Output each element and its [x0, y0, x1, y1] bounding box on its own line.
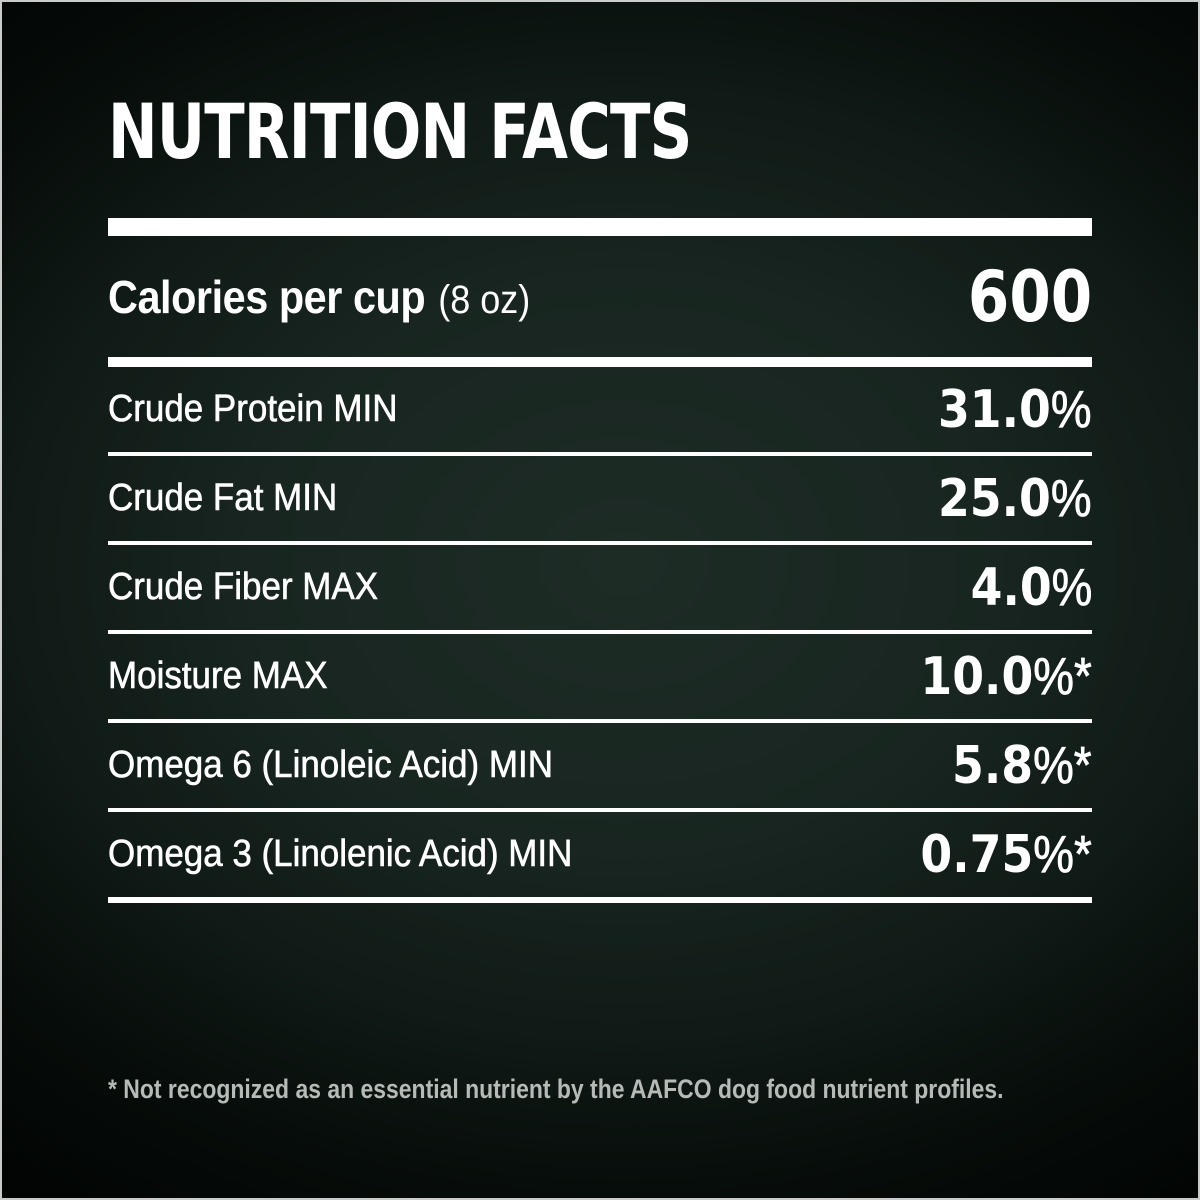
- nutrient-value-unit: %: [1051, 469, 1092, 528]
- nutrient-value: 10.0%*: [920, 646, 1093, 707]
- nutrient-value-unit: %*: [1033, 825, 1092, 884]
- nutrient-value-number: 4.0: [970, 557, 1052, 618]
- nutrient-value-number: 5.8: [952, 735, 1034, 796]
- page-title-text: NUTRITION FACTS: [108, 87, 692, 176]
- nutrient-value-unit: %: [1051, 380, 1092, 439]
- row-divider: [108, 808, 1092, 812]
- nutrient-value-unit: %: [1051, 558, 1092, 617]
- row-divider: [108, 719, 1092, 723]
- label-content: NUTRITION FACTS Calories per cup (8 oz) …: [0, 94, 1200, 1105]
- nutrient-value: 25.0%: [938, 469, 1092, 529]
- nutrient-value-number: 31.0: [938, 379, 1052, 440]
- page-title: NUTRITION FACTS: [108, 94, 1092, 170]
- divider-title: [108, 218, 1092, 236]
- nutrient-value: 4.0%: [970, 558, 1092, 618]
- aafco-footnote: * Not recognized as an essential nutrien…: [108, 1073, 1092, 1105]
- row-divider: [108, 630, 1092, 634]
- row-divider: [108, 541, 1092, 545]
- nutrient-value-unit: %*: [1033, 736, 1092, 795]
- nutrient-row-omega-6: Omega 6 (Linoleic Acid) MIN 5.8%*: [108, 723, 1093, 808]
- nutrient-row-crude-protein: Crude Protein MIN 31.0%: [108, 367, 1093, 452]
- nutrient-value: 0.75%*: [920, 824, 1093, 885]
- calories-serving-note: (8 oz): [438, 277, 531, 322]
- row-divider: [108, 452, 1092, 456]
- calories-label: Calories per cup: [108, 270, 426, 323]
- calories-row: Calories per cup (8 oz) 600: [108, 236, 1092, 357]
- nutrient-label: Omega 6 (Linoleic Acid) MIN: [108, 744, 554, 787]
- nutrient-row-moisture: Moisture MAX 10.0%*: [108, 634, 1093, 719]
- nutrient-label: Moisture MAX: [108, 655, 328, 698]
- nutrient-value: 31.0%: [938, 380, 1092, 440]
- divider-calories: [108, 357, 1092, 367]
- nutrient-value-number: 25.0: [938, 468, 1052, 529]
- nutrient-value-unit: %*: [1033, 647, 1092, 706]
- nutrient-row-omega-3: Omega 3 (Linolenic Acid) MIN 0.75%*: [108, 812, 1093, 897]
- nutrient-row-crude-fiber: Crude Fiber MAX 4.0%: [108, 545, 1093, 630]
- aafco-footnote-text: * Not recognized as an essential nutrien…: [108, 1074, 1004, 1104]
- nutrient-label: Crude Protein MIN: [108, 388, 398, 431]
- nutrient-value: 5.8%*: [952, 736, 1092, 796]
- divider-bottom: [108, 897, 1092, 903]
- calories-label-group: Calories per cup (8 oz): [108, 270, 530, 324]
- nutrient-label: Omega 3 (Linolenic Acid) MIN: [108, 833, 573, 876]
- nutrient-value-number: 10.0: [920, 646, 1034, 707]
- calories-value: 600: [967, 255, 1092, 338]
- nutrient-value-number: 0.75: [920, 824, 1034, 885]
- nutrient-label: Crude Fat MIN: [108, 477, 338, 520]
- nutrient-row-crude-fat: Crude Fat MIN 25.0%: [108, 456, 1093, 541]
- nutrient-label: Crude Fiber MAX: [108, 566, 379, 609]
